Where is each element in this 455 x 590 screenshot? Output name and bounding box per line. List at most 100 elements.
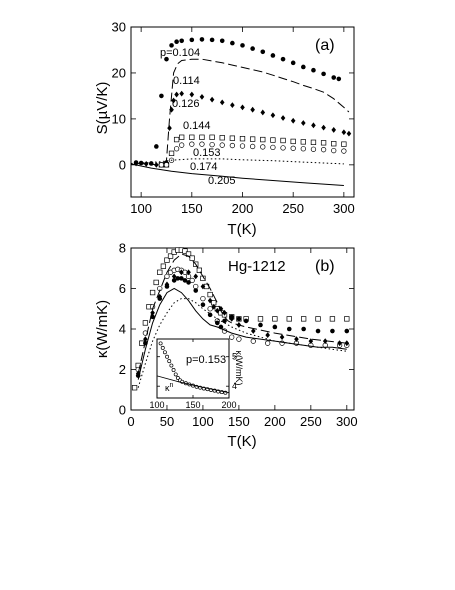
data-point [260,109,266,116]
data-point [249,143,256,150]
data-point [344,340,350,347]
data-point [182,278,188,283]
data-point [182,248,188,254]
data-point [341,141,347,147]
data-point [250,106,255,113]
data-point [280,137,286,144]
data-point [162,350,167,355]
data-point [196,267,202,273]
data-point [272,316,278,322]
panel-b-ticks: 0 50 100 150 200 250 300 0 2 4 6 8 [119,241,358,430]
data-point [301,326,306,332]
data-point [160,263,167,269]
data-point [219,142,225,148]
data-point [189,91,195,98]
panel-b: 0 50 100 150 200 250 300 0 2 4 6 8 (b) Hg-1212 κ(W/… [94,241,358,451]
data-point [211,303,217,310]
data-point [165,354,170,359]
data-point [199,141,205,147]
x-tick-label: 50 [160,414,174,429]
data-point [173,372,178,377]
data-point [160,345,165,350]
data-point [179,142,185,148]
x-tick-label: 150 [181,201,203,216]
series-line-5 [137,287,347,380]
panel-b-xlabel: T(K) [227,433,256,450]
panel-b-marks [131,247,350,391]
data-point [186,280,191,285]
y-tick-label: 5 [232,352,237,362]
data-point [300,316,307,322]
data-point [239,135,246,142]
data-point [236,336,242,342]
data-point [280,145,286,151]
panel-a-ylabel: S(µV/K) [94,82,111,135]
data-point [179,134,185,140]
data-point [193,273,199,280]
data-point [171,97,176,104]
data-point [150,309,155,316]
label-0153: 0.153 [193,147,221,159]
data-point [200,295,206,302]
data-point [168,150,175,157]
data-point [344,316,350,322]
data-point [290,60,296,66]
data-point [189,255,195,261]
data-point [250,46,255,51]
data-point [331,75,337,80]
data-point [337,340,342,347]
data-point [143,336,148,343]
data-point [250,328,256,334]
data-point [294,336,299,343]
data-point [270,112,276,119]
data-point [169,43,174,48]
data-point [222,318,227,324]
data-point [336,76,342,82]
panel-a-ticks: 100 150 200 250 300 0 10 20 30 [112,20,355,217]
data-point [174,39,179,45]
data-point [236,316,242,322]
series-line-1 [136,58,350,166]
data-point [209,96,215,103]
data-point [154,144,159,149]
data-point [199,134,205,140]
panel-b-tag: (b) [315,258,335,275]
panel-a-tag: (a) [315,37,335,54]
data-point [329,316,336,322]
x-tick-label: 100 [130,201,152,216]
data-point [175,375,180,380]
data-point [189,277,195,284]
data-point [143,161,149,167]
x-tick-label: 0 [127,414,134,429]
x-tick-label: 250 [300,414,322,429]
data-point [300,139,306,145]
data-point [215,307,220,314]
data-point [164,273,170,280]
data-point [171,368,176,372]
data-point [148,161,154,166]
data-point [258,322,263,328]
data-point [265,332,270,338]
data-point [157,269,163,275]
data-point [310,146,317,152]
data-point [158,162,165,168]
data-point [270,53,276,58]
data-point [230,40,235,46]
data-point [301,120,306,126]
data-point [311,122,316,129]
data-point [142,320,149,326]
data-point [279,334,285,340]
data-point [158,341,163,346]
data-point [169,363,174,368]
data-point [193,288,199,293]
data-point [154,161,159,168]
data-point [331,127,337,133]
y-tick-label: 30 [112,20,126,35]
data-point [311,67,316,73]
y-tick-label: 6 [119,281,126,296]
y-tick-label: 20 [112,65,126,80]
data-point [240,104,245,111]
data-point [286,326,292,332]
data-point [153,279,159,286]
data-point [315,316,321,322]
